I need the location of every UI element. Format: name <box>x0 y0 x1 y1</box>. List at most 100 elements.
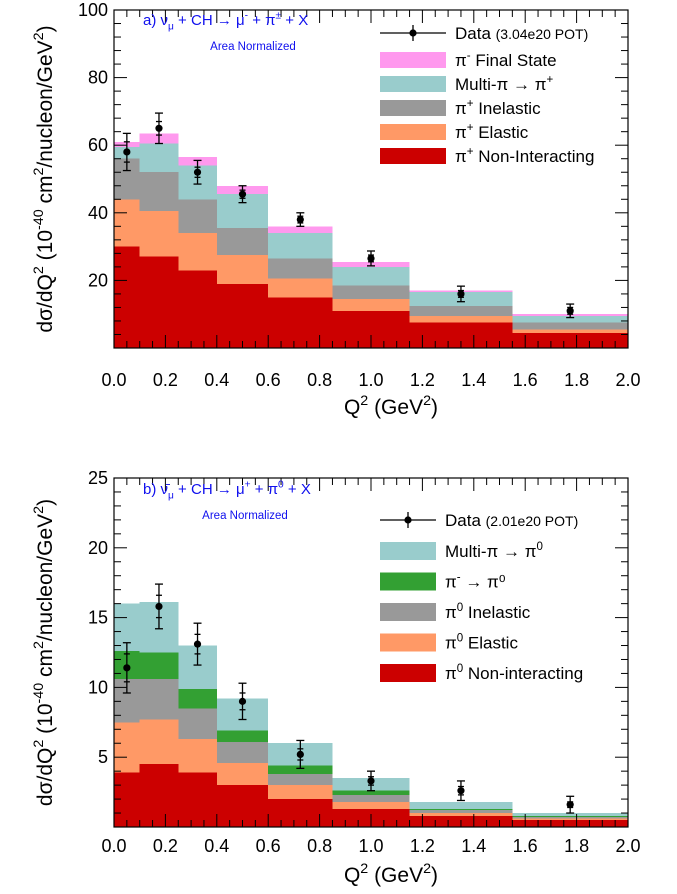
y-tick-label: 80 <box>88 68 108 88</box>
data-point <box>193 640 202 648</box>
bar-segment-π⁻-→-π⁰-bin-6 <box>409 808 513 811</box>
x-tick-label: 0.8 <box>307 836 332 856</box>
x-tick-label: 0.0 <box>101 370 126 390</box>
bar-segment-π⁰-inelastic-bin-1 <box>139 679 179 720</box>
legend: Data (3.04e20 POT) π-​ Final State Multi-π… <box>380 24 594 166</box>
chart-title: a) νμ​ + CH → μ-​ + π±​ + X <box>143 11 308 33</box>
bar-segment-π⁻-→-π⁰-bin-5 <box>332 790 410 795</box>
bar-segment-π⁺-inelastic-bin-5 <box>332 285 410 299</box>
x-tick-label: 0.6 <box>256 370 281 390</box>
bar-segment-π⁻-→-π⁰-bin-7 <box>512 815 628 818</box>
bar-segment-multi-π-→-π⁰-bin-6 <box>409 801 513 809</box>
x-tick-label: 2.0 <box>615 836 640 856</box>
legend-label-data: Data (3.04e20 POT) <box>455 24 588 43</box>
bar-segment-π⁰-elastic-bin-3 <box>216 762 269 786</box>
bar-segment-π⁺-inelastic-bin-4 <box>268 258 333 279</box>
data-point <box>123 148 131 156</box>
y-tick-label: 5 <box>98 747 108 767</box>
x-tick-label: 1.0 <box>358 370 383 390</box>
bar-segment-π⁺-elastic-bin-1 <box>139 211 179 257</box>
bar-segment-π⁻-→-π⁰-bin-2 <box>178 688 217 709</box>
legend-data-marker <box>404 516 412 524</box>
legend-label-2: π+​ Inelastic <box>455 98 541 118</box>
legend: Data (2.01e20 POT) Multi-π → π0​ π-​ → π⁰ π… <box>380 511 583 683</box>
bar-segment-π⁺-elastic-bin-3 <box>216 255 269 284</box>
bar-segment-π⁺-elastic-bin-5 <box>332 298 410 311</box>
data-point <box>566 801 574 809</box>
x-axis-label: Q2​ (GeV2​) <box>344 861 438 887</box>
y-tick-label: 10 <box>88 677 108 697</box>
bar-segment-π⁰-inelastic-bin-4 <box>268 773 333 786</box>
bar-segment-π⁰-non-interacting-bin-2 <box>178 772 217 827</box>
legend-swatch-4 <box>380 148 446 164</box>
data-point <box>238 190 247 198</box>
bar-segment-π⁺-elastic-bin-7 <box>512 329 628 333</box>
bar-segment-π⁺-inelastic-bin-1 <box>139 172 179 212</box>
data-point <box>193 168 202 176</box>
bar-segment-π⁺-inelastic-bin-2 <box>178 199 217 234</box>
legend-label-1: Multi-π → π+​ <box>455 74 553 94</box>
y-tick-label: 100 <box>78 0 108 20</box>
bar-segment-π⁰-inelastic-bin-5 <box>332 794 410 802</box>
y-tick-label: 60 <box>88 135 108 155</box>
chart-subtitle: Area Normalized <box>210 41 296 53</box>
y-axis-label: dσ/dQ2​ (10-40​ cm2​/nucleon/GeV2​) <box>31 499 57 806</box>
bar-segment-π⁺-elastic-bin-6 <box>409 315 513 323</box>
data-point <box>155 124 163 132</box>
legend-swatch-3 <box>380 633 436 652</box>
bar-segment-π⁺-inelastic-bin-6 <box>409 305 513 316</box>
bar-segment-π⁰-inelastic-bin-2 <box>178 708 217 740</box>
data-point <box>296 750 304 759</box>
data-point <box>238 697 247 705</box>
x-tick-label: 2.0 <box>615 370 640 390</box>
panel-a: 0.0 0.2 0.4 0.6 0.8 1.0 1.2 1.4 1.6 1.8 2.0 20 40 60 8… <box>31 0 640 419</box>
legend-label-3: π0​ Elastic <box>445 632 518 652</box>
x-tick-label: 1.4 <box>461 370 486 390</box>
bar-segment-π⁰-elastic-bin-7 <box>512 818 628 821</box>
legend-label-0: Multi-π → π0​ <box>445 541 543 561</box>
x-tick-label: 0.2 <box>153 370 178 390</box>
bar-segment-π⁻-→-π⁰-bin-3 <box>216 730 269 742</box>
x-tick-label: 1.6 <box>513 370 538 390</box>
legend-label-0: π-​ Final State <box>455 50 557 70</box>
y-axis-label: dσ/dQ2​ (10-40​ cm2​/nucleon/GeV2​) <box>31 25 57 332</box>
legend-label-2: π0​ Inelastic <box>445 602 531 622</box>
y-tick-label: 15 <box>88 608 108 628</box>
legend-label-4: π0​ Non-interacting <box>445 663 583 683</box>
bar-segment-π⁺-inelastic-bin-7 <box>512 322 628 330</box>
bar-segment-π⁺-non-interacting-bin-3 <box>216 283 269 348</box>
bar-segment-π⁰-elastic-bin-2 <box>178 739 217 773</box>
data-point <box>367 777 375 785</box>
y-tick-label: 20 <box>88 538 108 558</box>
x-tick-label: 1.2 <box>410 836 435 856</box>
legend-label-3: π+​ Elastic <box>455 122 529 142</box>
x-tick-label: 0.2 <box>153 836 178 856</box>
bar-segment-π⁺-elastic-bin-2 <box>178 233 217 271</box>
x-tick-label: 1.0 <box>358 836 383 856</box>
y-tick-label: 25 <box>88 468 108 488</box>
x-tick-label: 0.6 <box>256 836 281 856</box>
data-point <box>457 787 465 795</box>
x-tick-label: 0.4 <box>204 836 229 856</box>
bar-segment-π⁰-elastic-bin-1 <box>139 719 179 765</box>
bar-segment-π⁺-non-interacting-bin-7 <box>512 332 628 348</box>
bar-segment-π⁺-elastic-bin-4 <box>268 278 333 298</box>
bar-segment-π⁺-non-interacting-bin-0 <box>114 246 140 348</box>
legend-swatch-3 <box>380 124 446 140</box>
legend-swatch-1 <box>380 572 436 591</box>
bar-segment-π⁺-non-interacting-bin-1 <box>139 256 179 348</box>
legend-swatch-0 <box>380 542 436 560</box>
legend-data-marker <box>409 29 417 37</box>
bar-segment-π⁻-final-state-bin-4 <box>268 226 333 234</box>
data-point <box>155 602 163 611</box>
bar-segment-π⁺-elastic-bin-0 <box>114 199 140 247</box>
bar-segment-multi-π-→-π⁺-bin-4 <box>268 233 333 259</box>
bar-segment-π⁰-inelastic-bin-3 <box>216 741 269 763</box>
bar-segment-π⁰-non-interacting-bin-7 <box>512 820 628 827</box>
legend-label-data: Data (2.01e20 POT) <box>445 511 578 530</box>
legend-swatch-0 <box>380 52 446 68</box>
bar-segment-π⁺-inelastic-bin-3 <box>216 228 269 256</box>
bar-segment-π⁰-non-interacting-bin-4 <box>268 799 333 827</box>
data-point <box>296 215 304 224</box>
chart-subtitle: Area Normalized <box>202 510 288 522</box>
